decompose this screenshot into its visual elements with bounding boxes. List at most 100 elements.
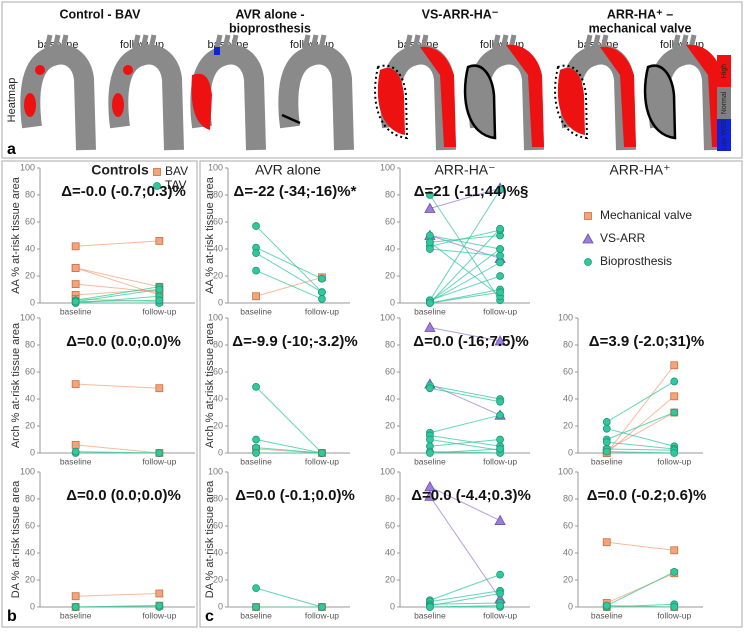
y-tick-label: 20 xyxy=(213,574,223,584)
y-tick-label: 0 xyxy=(30,297,35,307)
slope-line xyxy=(429,434,501,447)
slope-line xyxy=(429,189,501,301)
aorta-model xyxy=(112,34,174,150)
slope-line xyxy=(606,451,675,454)
graft-outline xyxy=(643,64,677,140)
slope-line xyxy=(429,326,501,342)
point xyxy=(318,295,326,303)
x-tick-label: follow-up xyxy=(305,456,339,466)
y-tick-label: 80 xyxy=(25,493,35,503)
x-tick-label: follow-up xyxy=(305,610,339,620)
aorta-body xyxy=(288,54,344,150)
slope-line xyxy=(429,448,501,454)
y-tick-label: 100 xyxy=(208,466,223,476)
legend-label: BAV xyxy=(165,164,188,178)
y-tick-label: 0 xyxy=(218,601,223,611)
point xyxy=(71,447,80,456)
y-tick-label: 60 xyxy=(563,520,573,530)
subplot: 0 20 40 60 80 100 baseline follow-up Δ=0.0 (-16;… xyxy=(380,312,530,466)
high-wss xyxy=(112,93,124,117)
y-tick-label: 40 xyxy=(213,393,223,403)
point xyxy=(496,589,505,598)
slope-line xyxy=(429,414,501,434)
y-tick-label: 80 xyxy=(213,339,223,349)
y-tick-label: 20 xyxy=(213,420,223,430)
point xyxy=(670,568,679,576)
point xyxy=(670,377,679,386)
point xyxy=(425,191,434,199)
graft-outline xyxy=(281,113,301,125)
subplot: 0 20 40 60 80 100 baseline follow-up Δ=21 (-11;4… xyxy=(380,162,530,316)
point xyxy=(425,238,434,247)
slope-line xyxy=(606,428,675,447)
high-wss xyxy=(377,67,405,135)
annotation: Δ=0.0 (-4.4;0.3)% xyxy=(411,487,531,504)
point xyxy=(71,242,80,251)
y-tick-label: 40 xyxy=(25,243,35,253)
point xyxy=(584,258,592,266)
slope-line xyxy=(75,286,160,301)
y-tick-label: 20 xyxy=(385,270,395,280)
slope-line xyxy=(429,262,501,303)
y-tick-label: 0 xyxy=(30,601,35,611)
point xyxy=(155,449,164,457)
point xyxy=(318,288,326,297)
point xyxy=(670,361,679,370)
point xyxy=(602,447,611,456)
slope-line xyxy=(429,291,501,304)
column-title: AVR alone xyxy=(255,162,321,178)
subplot: 0 20 40 60 80 100 baseline follow-up Δ=0.0 (-4.4… xyxy=(380,466,531,620)
point xyxy=(496,411,505,420)
x-tick-label: baseline xyxy=(240,306,272,316)
y-tick-label: 20 xyxy=(385,420,395,430)
slope-line xyxy=(429,248,501,257)
heatmap-title: ARR-HA⁺ – xyxy=(607,7,673,21)
y-tick-label: 20 xyxy=(213,270,223,280)
slope-line xyxy=(75,267,160,288)
slope-line xyxy=(606,541,675,551)
x-tick-label: baseline xyxy=(414,306,446,316)
y-tick-label: 100 xyxy=(558,312,573,322)
slope-line xyxy=(429,486,501,522)
x-tick-label: follow-up xyxy=(483,610,517,620)
x-tick-label: follow-up xyxy=(657,456,691,466)
point xyxy=(71,380,80,389)
point xyxy=(425,435,434,444)
point xyxy=(71,297,80,306)
y-tick-label: 100 xyxy=(208,162,223,172)
y-tick-label: 100 xyxy=(558,466,573,476)
x-tick-label: follow-up xyxy=(142,456,176,466)
point xyxy=(670,449,679,457)
legend-label: TAV xyxy=(165,178,187,192)
y-tick-label: 80 xyxy=(563,339,573,349)
annotation: Δ=-9.9 (-10;-3.2)% xyxy=(232,333,357,350)
y-tick-label: 0 xyxy=(390,297,395,307)
y-axis-label: Arch % at-risk tissue area xyxy=(204,322,216,448)
annotation: Δ=0.0 (-0.1;0.0)% xyxy=(235,487,355,504)
y-tick-label: 60 xyxy=(213,366,223,376)
y-tick-label: 0 xyxy=(218,297,223,307)
y-tick-label: 80 xyxy=(385,189,395,199)
x-tick-label: follow-up xyxy=(305,306,339,316)
panel-b-frame xyxy=(1,160,198,628)
slope-line xyxy=(429,439,501,451)
point xyxy=(424,321,436,332)
point xyxy=(424,490,436,501)
point xyxy=(425,603,434,611)
y-axis-label: AA % at-risk tissue area xyxy=(204,176,216,294)
slope-line xyxy=(255,225,323,293)
y-axis-label: AA % at-risk tissue area xyxy=(10,176,22,294)
y-tick-label: 40 xyxy=(563,393,573,403)
y-tick-label: 40 xyxy=(563,547,573,557)
high-wss xyxy=(35,65,45,75)
heatmap-title: VS-ARR-HA⁻ xyxy=(422,7,499,21)
y-tick-label: 20 xyxy=(25,574,35,584)
slope-line xyxy=(429,496,501,600)
panel-letter: c xyxy=(205,608,214,625)
high-wss xyxy=(123,65,133,75)
subplot: 0 20 40 60 80 100 DA % at-risk tissue area base… xyxy=(10,466,195,620)
point xyxy=(155,236,164,245)
